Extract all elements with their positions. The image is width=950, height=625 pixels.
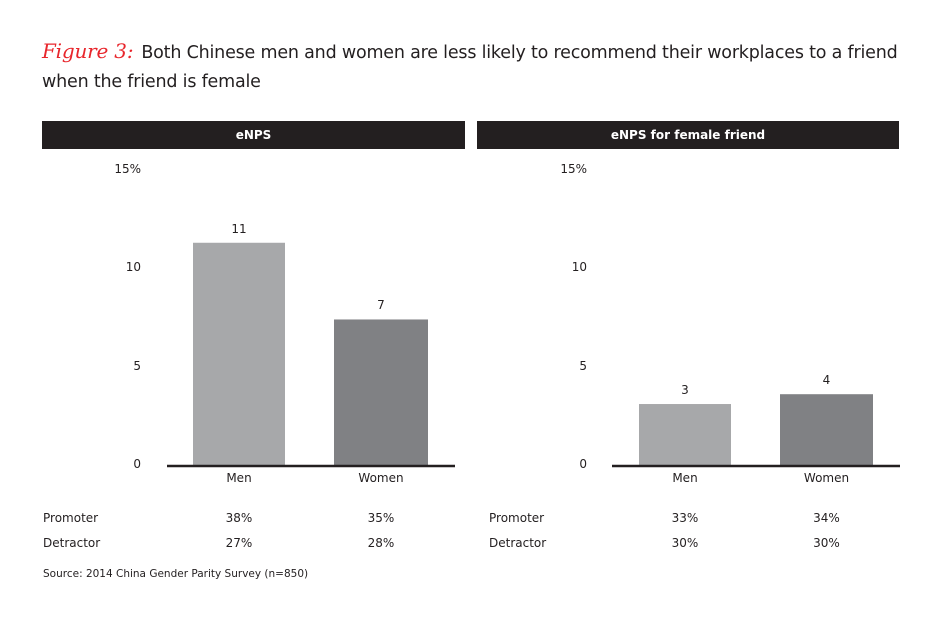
table-value: 28% (367, 536, 395, 550)
title-text: Both Chinese men and women are less like… (42, 43, 898, 92)
bar-women (780, 394, 873, 465)
figure-title: Figure 3: Both Chinese men and women are … (42, 37, 922, 97)
y-tick-label: 10 (571, 260, 587, 275)
y-tick-label: 0 (579, 457, 587, 471)
data-label: 4 (822, 373, 831, 388)
data-label: 7 (377, 298, 385, 313)
table-value: 33% (671, 511, 699, 525)
y-tick-label: 5 (133, 358, 141, 373)
data-label: 11 (231, 221, 247, 236)
panel-header-enps-female: eNPS for female friend (477, 121, 899, 149)
table-value: 38% (225, 511, 253, 525)
x-category-label: Men (672, 471, 698, 485)
data-label: 3 (681, 383, 689, 398)
figure-label: Figure 3: (42, 39, 134, 63)
table-value: 30% (671, 536, 699, 550)
table-value: 34% (813, 511, 840, 525)
y-tick-label: 15% (560, 162, 587, 176)
table-row-label: Promoter (43, 511, 99, 525)
table-value: 30% (813, 536, 840, 550)
source-note: Source: 2014 China Gender Parity Survey … (43, 568, 309, 580)
x-category-label: Men (226, 471, 252, 485)
table-row-label: Promoter (489, 511, 545, 525)
table-row-label: Detractor (489, 536, 547, 550)
bar-men (639, 404, 731, 465)
y-tick-label: 5 (579, 358, 587, 373)
table-row-label: Detractor (43, 536, 101, 550)
panel-header-enps: eNPS (42, 121, 465, 149)
bar-women (334, 319, 428, 465)
bar-men (193, 242, 285, 465)
table-value: 35% (367, 511, 395, 525)
x-category-label: Women (358, 471, 404, 485)
table-value: 27% (225, 536, 253, 550)
y-tick-label: 15% (114, 162, 141, 176)
y-tick-label: 10 (125, 260, 141, 275)
y-tick-label: 0 (133, 457, 141, 471)
x-category-label: Women (803, 471, 850, 485)
